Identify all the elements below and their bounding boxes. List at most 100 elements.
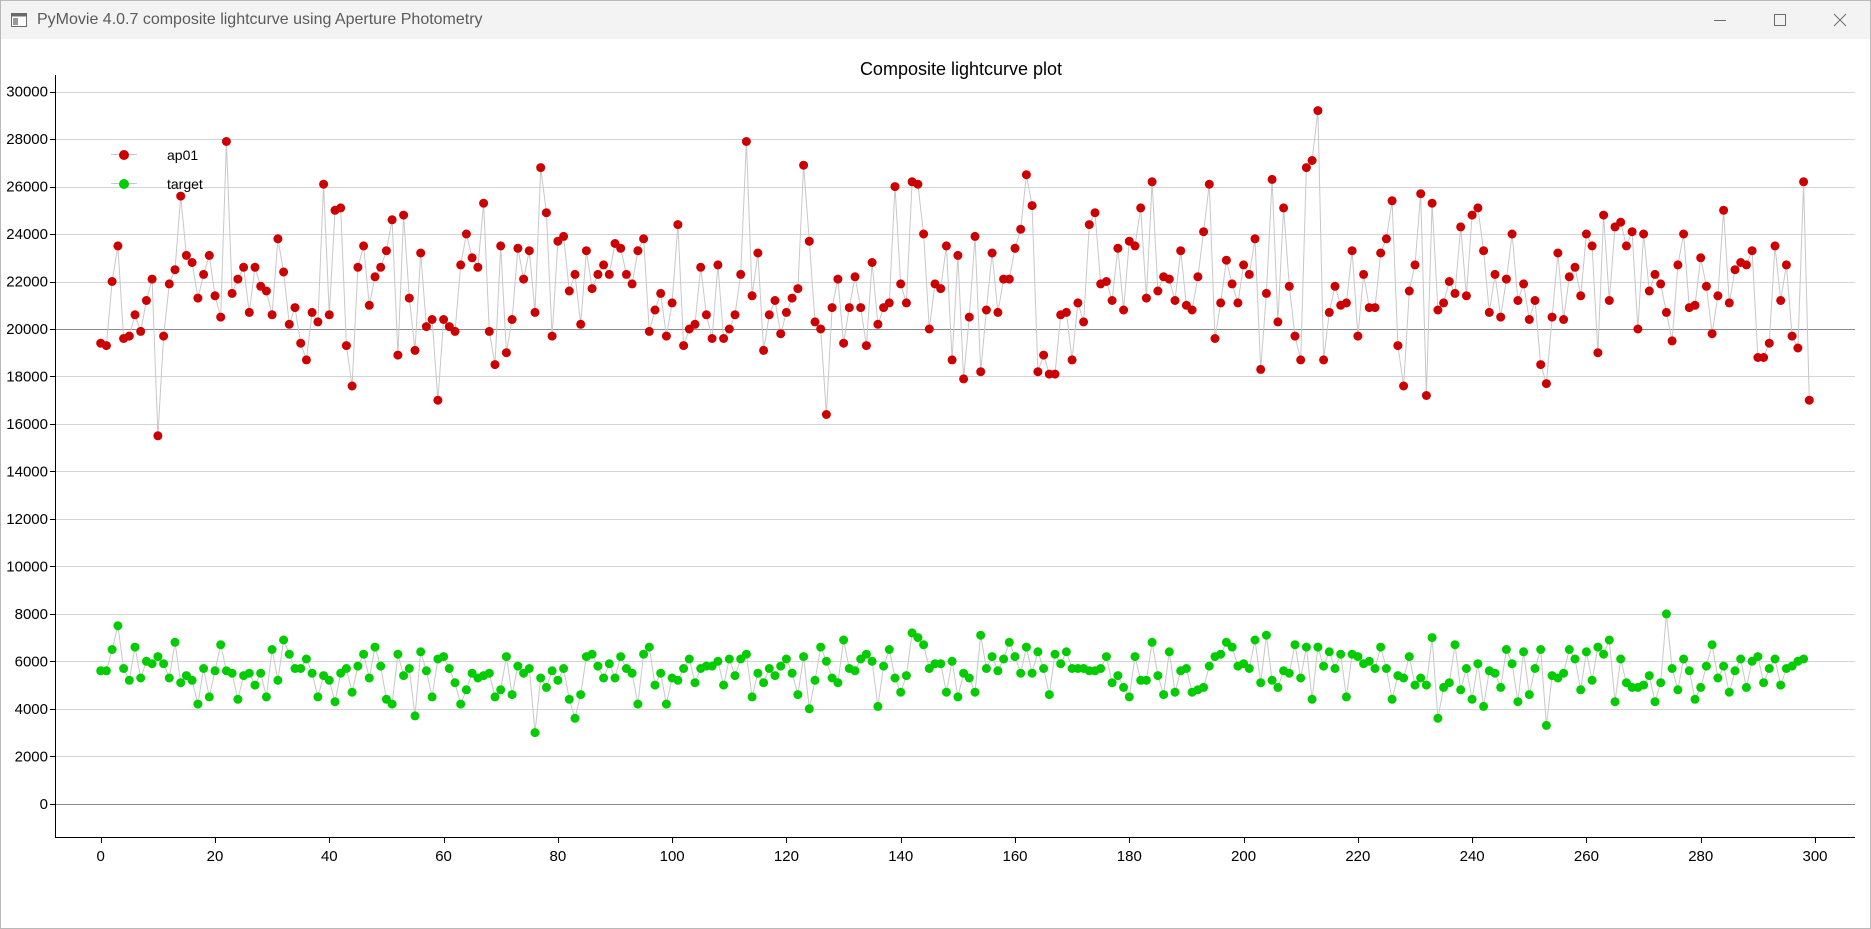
data-point-target: [199, 664, 209, 673]
data-point-target: [1604, 635, 1614, 645]
maximize-button[interactable]: [1750, 1, 1810, 39]
data-point-target: [370, 642, 380, 652]
data-point-ap01: [524, 246, 534, 256]
data-point-ap01: [324, 310, 334, 320]
y-tick-label: 20000: [6, 321, 48, 338]
data-point-ap01: [404, 293, 414, 303]
data-point-target: [1661, 609, 1671, 619]
minimize-button[interactable]: [1690, 1, 1750, 39]
data-point-target: [684, 654, 694, 664]
lightcurve-chart[interactable]: 0200040006000800010000120001400016000180…: [1, 39, 1870, 928]
data-point-ap01: [827, 303, 837, 313]
data-point-target: [313, 692, 323, 702]
data-point-target: [770, 671, 780, 681]
data-point-target: [1170, 687, 1180, 697]
data-point-ap01: [1130, 241, 1140, 251]
data-point-ap01: [1376, 248, 1386, 258]
data-point-target: [1096, 664, 1106, 673]
y-tick-label: 14000: [6, 463, 48, 480]
plot-area[interactable]: Composite lightcurve plot 0 2000 4000 6000 8…: [1, 39, 1870, 928]
data-point-ap01: [873, 319, 883, 329]
data-point-target: [1541, 720, 1551, 730]
data-point-ap01: [947, 355, 957, 365]
data-point-target: [1273, 682, 1283, 692]
data-point-ap01: [387, 215, 397, 225]
data-point-target: [1461, 664, 1471, 673]
data-point-ap01: [490, 360, 500, 370]
data-point-ap01: [296, 338, 306, 348]
data-point-target: [650, 680, 660, 690]
data-point-target: [839, 635, 849, 645]
data-point-ap01: [690, 319, 700, 329]
data-point-target: [1153, 671, 1163, 681]
data-point-target: [661, 699, 671, 709]
data-point-target: [787, 668, 797, 678]
data-point-target: [1684, 666, 1694, 676]
data-point-target: [1690, 694, 1700, 704]
x-tick-label: 0: [97, 848, 105, 865]
data-point-ap01: [821, 410, 831, 419]
data-point-target: [1119, 682, 1129, 692]
data-point-ap01: [833, 274, 843, 284]
data-point-ap01: [1193, 272, 1203, 282]
data-point-target: [1341, 692, 1351, 702]
data-point-target: [759, 678, 769, 688]
data-point-target: [376, 661, 386, 671]
window-title: PyMovie 4.0.7 composite lightcurve using…: [37, 11, 483, 28]
data-point-target: [564, 694, 574, 704]
data-point-target: [1107, 678, 1117, 688]
data-point-target: [1324, 647, 1334, 657]
data-point-ap01: [1227, 279, 1237, 289]
close-button[interactable]: [1810, 1, 1870, 39]
legend-item-ap01[interactable]: ap01: [111, 140, 271, 169]
data-point-target: [993, 666, 1003, 676]
data-point-target: [530, 728, 540, 738]
data-point-target: [101, 666, 111, 676]
data-point-target: [1016, 668, 1026, 678]
data-point-ap01: [519, 274, 529, 284]
data-point-ap01: [1576, 291, 1586, 301]
data-point-target: [524, 664, 534, 673]
data-point-ap01: [570, 269, 580, 279]
chart-legend[interactable]: ap01 target: [111, 140, 271, 198]
data-point-ap01: [1667, 336, 1677, 346]
data-point-target: [1701, 661, 1711, 671]
data-point-ap01: [1661, 307, 1671, 317]
legend-item-target[interactable]: target: [111, 169, 271, 198]
data-point-target: [416, 647, 426, 657]
data-point-ap01: [1479, 246, 1489, 256]
data-point-target: [439, 652, 449, 662]
data-point-target: [1353, 652, 1363, 662]
data-point-target: [1639, 680, 1649, 690]
data-point-ap01: [1747, 246, 1757, 256]
title-bar[interactable]: PyMovie 4.0.7 composite lightcurve using…: [1, 1, 1870, 39]
data-point-target: [576, 690, 586, 700]
data-point-ap01: [1313, 106, 1323, 116]
data-point-target: [1776, 680, 1786, 690]
data-point-ap01: [1101, 277, 1111, 286]
x-tick-label: 180: [1117, 848, 1142, 865]
series-line-ap01: [100, 110, 1810, 436]
data-point-target: [1387, 694, 1397, 704]
data-point-ap01: [1690, 300, 1700, 310]
data-point-ap01: [964, 312, 974, 322]
data-point-ap01: [153, 431, 163, 441]
data-point-ap01: [713, 260, 723, 270]
x-tick-label: 260: [1574, 848, 1599, 865]
data-point-ap01: [1564, 272, 1574, 282]
data-point-ap01: [867, 258, 877, 267]
data-point-ap01: [244, 307, 254, 317]
data-point-target: [393, 649, 403, 659]
data-point-ap01: [919, 229, 929, 239]
data-point-target: [1696, 682, 1706, 692]
data-point-target: [1250, 635, 1260, 645]
y-tick-label: 28000: [6, 131, 48, 148]
data-point-ap01: [101, 341, 111, 351]
data-point-ap01: [741, 137, 751, 146]
data-point-ap01: [393, 350, 403, 360]
window-controls: [1690, 1, 1870, 39]
data-point-target: [301, 654, 311, 664]
data-point-ap01: [764, 310, 774, 320]
data-point-ap01: [239, 262, 249, 272]
data-point-ap01: [1793, 343, 1803, 353]
